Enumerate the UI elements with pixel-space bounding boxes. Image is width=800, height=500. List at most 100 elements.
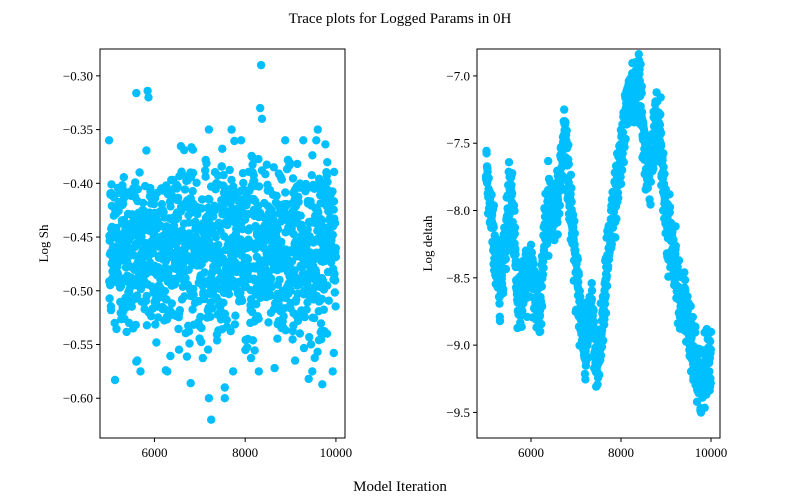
data-point [144,93,153,102]
data-point [495,299,504,308]
data-point [596,351,606,360]
data-point [587,286,597,295]
data-point [330,288,339,297]
data-point [288,335,297,344]
left-plot-frame [99,48,346,439]
data-point [281,188,290,197]
data-point [288,174,298,183]
data-point [135,168,144,177]
data-point [317,216,327,225]
data-point [229,182,238,191]
data-point [262,160,271,169]
data-point [138,198,148,208]
data-point [197,195,207,204]
data-point [186,379,195,388]
data-point [218,144,227,153]
data-point [634,50,643,59]
data-point [308,367,317,376]
data-point [571,245,580,255]
data-point [132,357,141,366]
data-point [483,167,492,176]
data-point [328,367,337,376]
data-point [507,180,516,190]
data-point [637,107,647,117]
data-point [489,201,499,210]
data-point [272,191,281,200]
data-point [656,110,665,119]
data-point [273,334,282,343]
data-point [674,256,684,265]
data-point [136,367,145,376]
data-point [599,336,608,345]
y-tick-label: −7.5 [446,136,470,151]
data-point [205,195,214,204]
data-point [537,302,547,311]
data-point [293,159,302,169]
left-trace-plot: 6000 8000 10000 −0.30−0.35−0.40−0.45−0.50−… [36,48,352,460]
data-point [705,367,714,376]
data-point [304,374,313,384]
data-point [322,329,332,338]
data-point [208,304,217,313]
data-point [156,274,165,283]
data-point [142,291,151,301]
data-point [285,158,295,167]
data-point [214,240,223,250]
data-point [310,313,319,323]
data-point [281,326,290,335]
data-point [180,292,189,301]
data-point [152,338,161,347]
data-point [553,218,562,227]
data-point [671,241,680,251]
data-point [275,275,284,285]
data-point [612,214,621,223]
data-point [544,251,553,260]
data-point [106,305,116,315]
data-point [254,182,264,191]
data-point [243,343,252,352]
data-point [225,165,234,175]
data-point [227,175,236,185]
data-point [688,312,697,322]
right-plot-frame [476,48,721,439]
data-point [683,292,692,301]
data-point [188,145,198,154]
data-point [489,223,498,232]
data-point [680,275,690,285]
data-point [314,208,323,217]
data-point [537,319,546,329]
data-point [197,204,206,213]
data-point [510,206,519,215]
data-point [536,327,545,336]
y-tick-label: −0.45 [63,230,93,245]
x-tick-label: 6000 [518,445,544,460]
data-point [656,93,665,102]
data-point [601,308,611,318]
data-point [151,320,160,329]
data-point [566,170,576,180]
data-point [149,248,158,258]
data-point [220,394,229,403]
y-tick-label: −7.0 [446,68,470,83]
data-point [589,317,599,327]
data-point [250,346,259,355]
data-point [321,140,330,149]
data-point [248,336,258,345]
data-point [175,306,184,315]
data-point [302,305,311,314]
data-point [180,145,189,155]
data-point [306,340,316,349]
data-point [487,190,496,199]
right-plot-x-ticks: 6000 8000 10000 [518,438,727,460]
data-point [202,159,211,168]
data-point [584,353,593,362]
data-point [507,189,517,198]
data-point [230,320,240,329]
data-point [529,259,538,269]
data-point [166,351,175,361]
data-point [574,270,583,279]
data-point [231,311,240,320]
data-point [313,125,322,134]
data-point [217,162,226,171]
data-point [316,319,326,328]
